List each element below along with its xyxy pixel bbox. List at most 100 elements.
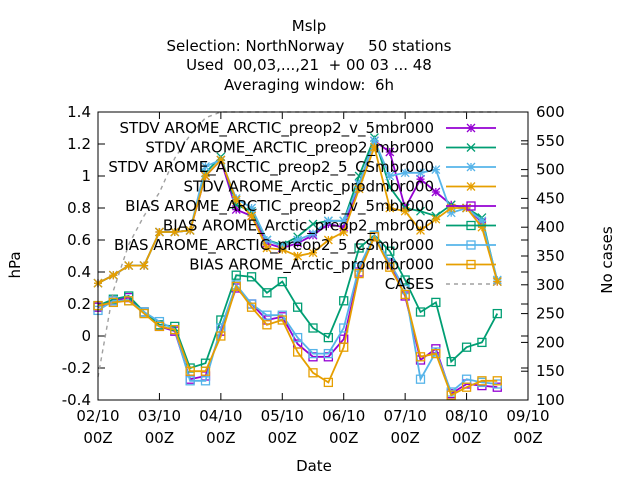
data-point bbox=[416, 225, 425, 235]
data-point bbox=[492, 376, 502, 386]
data-point bbox=[292, 302, 303, 312]
y2-axis-ticks: 100 150 200 250 300 350 400 450 500 550 600 bbox=[521, 103, 565, 409]
y2-tick-label: 550 bbox=[536, 132, 565, 150]
data-point bbox=[323, 235, 333, 245]
x-tick-label-hour: 00Z bbox=[329, 429, 358, 447]
data-point bbox=[185, 225, 195, 235]
y-tick-label: 0.2 bbox=[67, 295, 91, 313]
data-point bbox=[385, 182, 395, 192]
data-point bbox=[339, 342, 349, 352]
data-point bbox=[323, 332, 334, 343]
y2-tick-label: 450 bbox=[536, 189, 565, 207]
data-point bbox=[293, 251, 303, 261]
data-point bbox=[262, 320, 272, 330]
y-tick-label: -0.2 bbox=[62, 359, 91, 377]
data-point bbox=[170, 227, 180, 237]
data-point bbox=[247, 211, 257, 221]
data-point bbox=[369, 136, 379, 146]
data-point bbox=[139, 261, 149, 271]
data-point bbox=[492, 277, 502, 287]
data-point bbox=[400, 275, 410, 285]
data-point bbox=[277, 276, 287, 287]
data-point bbox=[431, 187, 441, 197]
y-axis-ticks: -0.4 -0.2 0 0.2 0.4 0.6 0.8 1 1.2 1.4 bbox=[62, 103, 528, 409]
data-point bbox=[431, 165, 441, 175]
data-point bbox=[492, 308, 502, 319]
data-point bbox=[461, 342, 472, 352]
y-tick-label: 1 bbox=[81, 167, 91, 185]
x-tick-label-hour: 00Z bbox=[452, 429, 481, 447]
data-point bbox=[431, 214, 441, 224]
data-point bbox=[124, 296, 134, 306]
data-point bbox=[201, 171, 210, 181]
legend-marker bbox=[466, 143, 476, 152]
x-tick-label-date: 04/10 bbox=[199, 407, 242, 425]
x-tick-label-hour: 00Z bbox=[83, 429, 112, 447]
data-point bbox=[354, 179, 364, 189]
data-point bbox=[262, 288, 272, 298]
data-point bbox=[415, 352, 426, 362]
legend-marker bbox=[466, 201, 476, 211]
data-point bbox=[385, 203, 395, 213]
data-point bbox=[400, 206, 410, 216]
legend-label: BIAS AROME_ARCTIC_preop2_5_CSmbr000 bbox=[114, 236, 434, 255]
data-point bbox=[477, 216, 487, 226]
data-point bbox=[385, 171, 395, 181]
data-point bbox=[262, 235, 272, 245]
data-point bbox=[246, 272, 257, 282]
data-point bbox=[416, 168, 425, 178]
data-point bbox=[369, 142, 379, 152]
x-tick-label-hour: 00Z bbox=[206, 429, 235, 447]
legend-label: BIAS AROME_ARCTIC_preop2_v_5mbr000 bbox=[125, 197, 434, 216]
y-tick-label: 0 bbox=[81, 327, 91, 345]
series-3 bbox=[93, 142, 502, 288]
x-tick-label-date: 02/10 bbox=[76, 407, 119, 425]
series-line bbox=[97, 234, 498, 397]
data-point bbox=[385, 262, 395, 272]
data-point bbox=[185, 376, 195, 386]
data-point bbox=[308, 323, 318, 333]
x-tick-label-hour: 00Z bbox=[145, 429, 174, 447]
data-point bbox=[139, 308, 149, 319]
data-point bbox=[385, 246, 395, 256]
data-point bbox=[416, 174, 425, 184]
x-tick-label-date: 07/10 bbox=[384, 407, 427, 425]
data-point bbox=[400, 168, 410, 178]
data-point bbox=[323, 348, 334, 359]
legend-label: BIAS AROME_Arctic_preop2_mbr000 bbox=[163, 217, 434, 236]
data-point bbox=[339, 227, 349, 237]
data-point bbox=[231, 205, 241, 215]
x-tick-label-hour: 00Z bbox=[268, 429, 297, 447]
data-point bbox=[477, 337, 487, 348]
data-point bbox=[339, 222, 349, 232]
data-point bbox=[446, 356, 456, 367]
legend-label: STDV AROME_ARCTIC_preop2_5_CSmbr000 bbox=[108, 158, 434, 177]
data-point bbox=[477, 222, 487, 232]
data-point bbox=[247, 203, 257, 213]
y-tick-label: 0.4 bbox=[67, 263, 91, 281]
series-7 bbox=[93, 232, 502, 400]
legend-label: STDV AROME_ARCTIC_preop2_mbr000 bbox=[145, 139, 434, 158]
data-point bbox=[477, 376, 487, 386]
data-point bbox=[154, 321, 165, 332]
legend-marker bbox=[466, 220, 476, 231]
data-point bbox=[231, 270, 241, 280]
x-axis-ticks: 02/10 00Z 03/10 00Z 04/10 00Z 05/10 00Z 06/10 00Z… bbox=[76, 112, 550, 447]
title-line-3: Used 00,03,...,21 + 00 03 ... 48 bbox=[186, 56, 432, 74]
y-axis-label: hPa bbox=[6, 251, 24, 278]
data-point bbox=[154, 227, 164, 237]
legend-label: STDV AROME_ARCTIC_preop2_v_5mbr000 bbox=[119, 119, 434, 138]
data-point bbox=[354, 243, 364, 253]
legend-marker bbox=[466, 259, 476, 270]
series-line bbox=[97, 233, 498, 394]
y2-tick-label: 300 bbox=[536, 276, 565, 294]
data-point bbox=[292, 347, 303, 357]
chart-title: Mslp Selection: NorthNorway 50 stations … bbox=[167, 17, 452, 94]
data-point bbox=[200, 366, 211, 376]
data-point bbox=[415, 307, 426, 317]
data-point bbox=[308, 229, 318, 239]
legend-marker bbox=[466, 123, 476, 133]
plot-frame bbox=[97, 111, 529, 401]
data-point bbox=[293, 235, 303, 245]
